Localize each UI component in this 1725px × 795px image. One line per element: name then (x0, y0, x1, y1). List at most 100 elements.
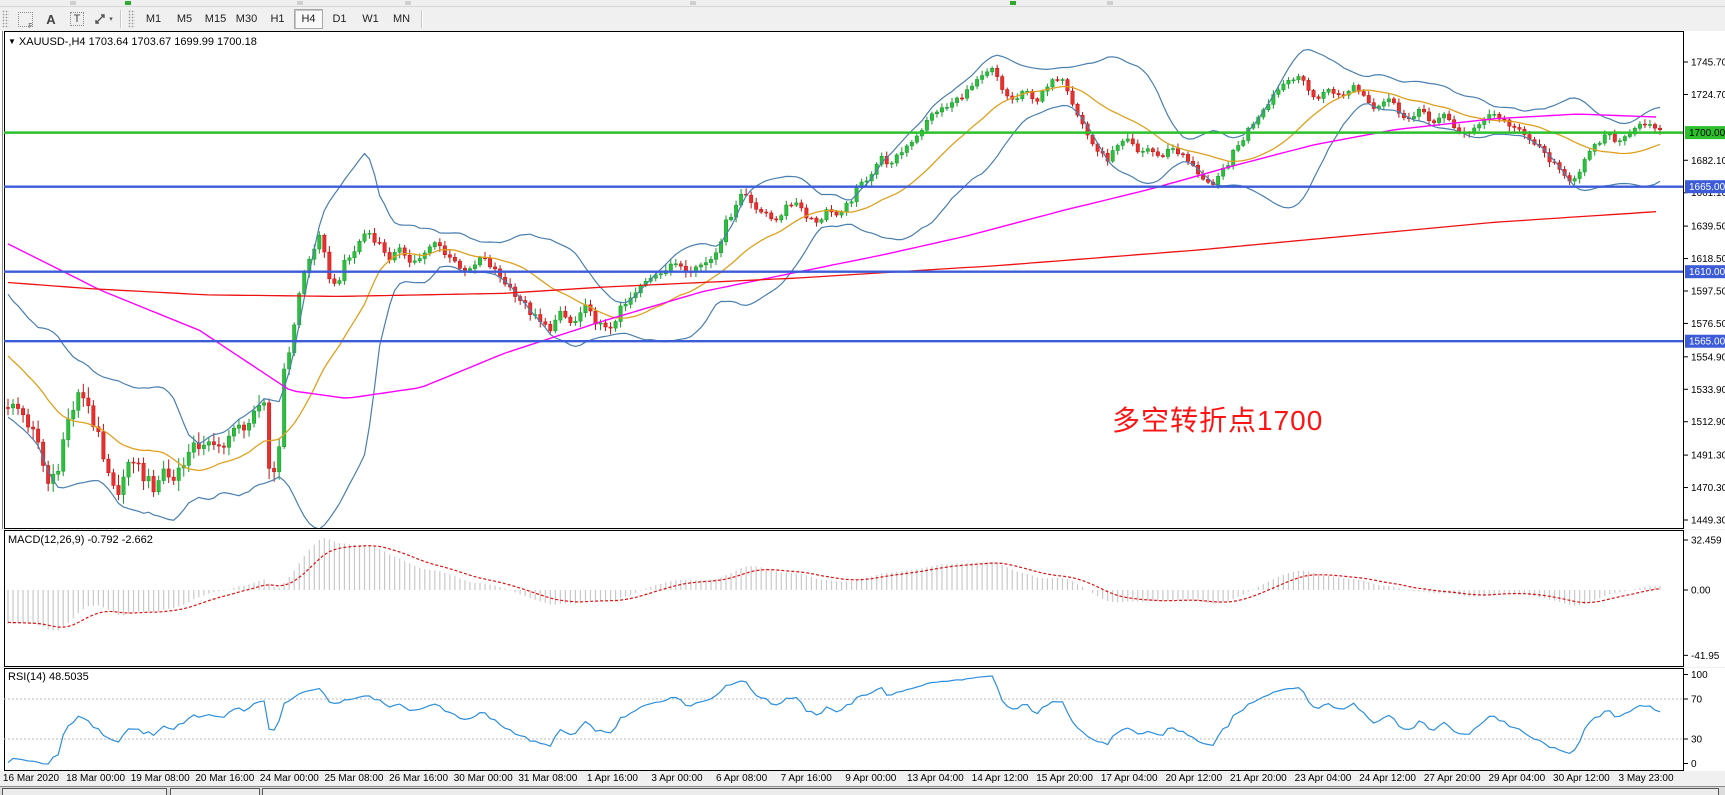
candle-body (1417, 108, 1421, 117)
toolbar-separator (120, 10, 122, 28)
timeframe-button-m1[interactable]: M1 (145, 13, 162, 25)
candle-body (1030, 90, 1035, 99)
candle-body (367, 233, 372, 235)
label-tool-button[interactable]: A (39, 8, 63, 30)
candle-body (729, 216, 734, 221)
candle-body (1070, 90, 1075, 105)
chart-title: ▼ XAUUSD-,H4 1703.64 1703.67 1699.99 1700… (8, 36, 257, 48)
candle-body (257, 404, 262, 412)
candle-body (488, 257, 492, 268)
timeframe-button-mn[interactable]: MN (392, 13, 411, 25)
candle-body (678, 263, 683, 267)
candle-body (1477, 124, 1482, 129)
price-badge-label: 1700.00 (1689, 128, 1725, 139)
timeframe-button-w1[interactable]: W1 (362, 13, 379, 25)
main-price-chart[interactable]: 1745.70 1724.70 1682.10 1661.10 1639.50 1618.… (0, 31, 1725, 529)
candle-body (1296, 76, 1301, 81)
candle-body (1035, 98, 1040, 102)
toolbar-drag-handle[interactable] (2, 10, 9, 28)
rsi-axis-label: 30 (1691, 735, 1703, 746)
candle-body (658, 273, 663, 276)
candle-body (719, 241, 723, 254)
rsi-axis-label: 0 (1691, 759, 1697, 770)
candle-body (432, 242, 437, 248)
candle-body (814, 217, 819, 223)
candle-body (593, 310, 598, 325)
candle-body (1186, 154, 1190, 162)
candle-body (1507, 119, 1512, 127)
candle-body (1336, 93, 1341, 95)
price-tick-label: 1512.90 (1691, 417, 1725, 428)
candle-body (1115, 145, 1120, 151)
candle-body (698, 264, 703, 268)
candle-body (965, 89, 970, 99)
candle-body (934, 111, 939, 115)
candle-body (844, 202, 849, 213)
time-label: 24 Mar 00:00 (259, 773, 319, 784)
macd-panel[interactable]: 32.459 0.00 -41.95 (0, 530, 1725, 667)
candle-body (31, 426, 36, 430)
time-label: 1 Apr 16:00 (586, 773, 638, 784)
candle-body (1150, 148, 1155, 153)
candle-body (804, 207, 809, 219)
timeframe-button-m5[interactable]: M5 (176, 13, 193, 25)
candle-body (111, 472, 116, 486)
arrows-icon (95, 14, 105, 24)
timeframe-button-m15[interactable]: M15 (204, 13, 227, 25)
arrows-tool-button[interactable]: ▾ (91, 8, 115, 30)
time-label: 24 Apr 12:00 (1359, 773, 1416, 784)
candle-body (1181, 153, 1185, 156)
candle-body (1130, 138, 1135, 145)
timeframe-button-m30[interactable]: M30 (235, 13, 258, 25)
candle-body (357, 240, 362, 252)
candle-body (1301, 76, 1306, 81)
candle-body (794, 202, 799, 206)
candle-body (1311, 90, 1316, 98)
candle-body (468, 268, 472, 271)
text-t-icon: T (69, 12, 85, 26)
candle-body (1617, 140, 1622, 143)
candle-body (216, 444, 221, 447)
candle-body (141, 463, 146, 482)
candle-body (397, 247, 402, 253)
candle-body (558, 310, 563, 321)
candle-body (1216, 175, 1221, 185)
symbol-dropdown-triangle-icon[interactable]: ▼ (8, 37, 16, 46)
price-tick-label: 1491.30 (1691, 451, 1725, 462)
timeframe-button-d1[interactable]: D1 (332, 13, 347, 25)
text-tool-button[interactable]: T (65, 8, 89, 30)
candle-body (131, 461, 136, 464)
bottom-tab[interactable] (170, 788, 260, 795)
plot-area[interactable] (6, 48, 1662, 530)
price-badge-label: 1565.00 (1689, 337, 1725, 348)
candle-body (673, 263, 678, 266)
candle-body (1562, 169, 1567, 176)
candle-body (347, 257, 352, 261)
candle-body (146, 476, 151, 482)
price-tick-label: 1745.70 (1691, 58, 1725, 69)
toolbar-drag-handle[interactable] (128, 10, 135, 28)
candle-body (568, 316, 573, 323)
candle-body (56, 470, 61, 475)
timeframe-button-h4[interactable]: H4 (294, 9, 323, 29)
candle-body (1316, 96, 1321, 99)
price-badge-label: 1610.00 (1689, 267, 1725, 278)
candle-body (493, 266, 498, 270)
candle-body (608, 326, 613, 329)
candle-body (1412, 116, 1416, 119)
timeframe-button-h1[interactable]: H1 (270, 13, 285, 25)
candle-body (1632, 128, 1637, 135)
candle-body (1165, 148, 1170, 157)
candle-body (929, 113, 934, 121)
time-label: 30 Apr 12:00 (1553, 773, 1610, 784)
candle-body (1065, 79, 1070, 92)
candle-body (407, 255, 412, 263)
candle-body (618, 305, 623, 322)
candle-body (884, 156, 889, 165)
candle-body (1331, 89, 1336, 94)
bottom-tab[interactable] (262, 788, 1719, 795)
rsi-panel[interactable]: 100 70 30 0 (0, 668, 1725, 771)
candle-body (1246, 127, 1251, 141)
frame-tool-button[interactable]: F (13, 8, 37, 30)
bottom-tab[interactable] (2, 788, 167, 795)
